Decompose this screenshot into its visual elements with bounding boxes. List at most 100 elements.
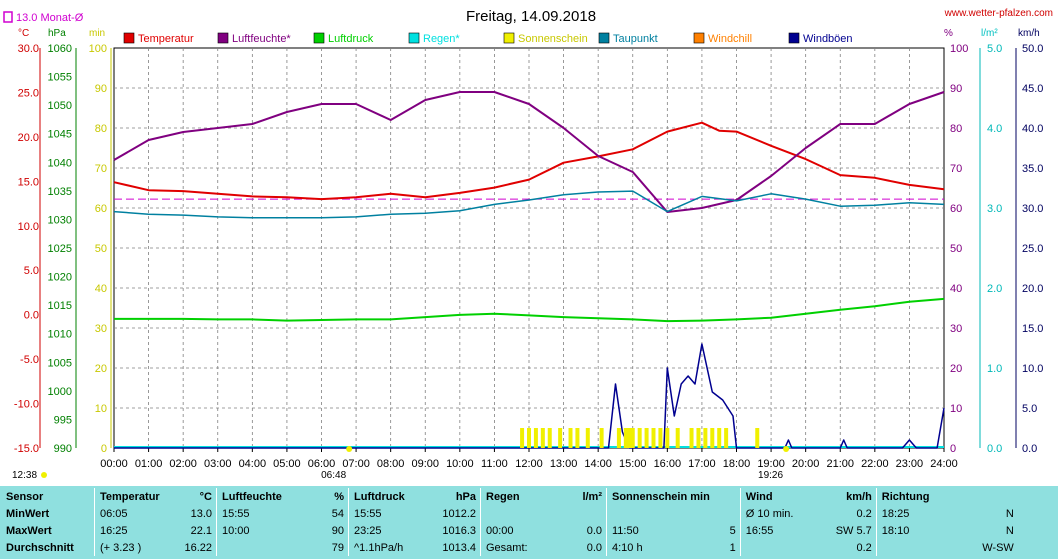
- column-separator: [216, 488, 218, 505]
- column-separator: [606, 505, 608, 522]
- stats-panel: Sensor Temperatur °C Luftfeuchte% Luftdruck h…: [0, 486, 1058, 559]
- humidity-axis-tick: 60: [950, 203, 962, 215]
- sunshine-bar: [644, 428, 649, 448]
- column-separator: [875, 488, 878, 505]
- wind-axis-tick: 5.0: [1022, 403, 1037, 415]
- legend-label: Sonnenschein: [518, 33, 588, 45]
- sunshine-bar: [696, 428, 701, 448]
- stats-cell: Richtung: [881, 490, 930, 503]
- humidity-axis-tick: 70: [950, 163, 962, 175]
- sunshine-bar: [520, 428, 525, 448]
- legend-swatch: [693, 32, 705, 44]
- legend-swatch: [313, 32, 325, 44]
- stats-cell: 54: [331, 507, 344, 520]
- pressure-axis-tick: 1050: [48, 100, 72, 112]
- wind-axis-tick: 10.0: [1022, 363, 1043, 375]
- x-tick: 11:00: [481, 458, 508, 470]
- legend-swatch: [788, 32, 800, 44]
- stats-cell: Regen: [486, 490, 520, 503]
- unit-hpa: hPa: [48, 28, 66, 39]
- column-separator: [216, 539, 218, 556]
- now-dot: [41, 472, 47, 478]
- humidity-axis-tick: 30: [950, 323, 962, 335]
- unit-temp: °C: [18, 28, 29, 39]
- legend-swatch: [503, 32, 515, 44]
- column-separator: [739, 505, 742, 522]
- x-tick: 13:00: [550, 458, 578, 470]
- legend-swatch: [217, 32, 229, 44]
- stats-cell: 1: [729, 541, 736, 554]
- sunshine-bar: [547, 428, 552, 448]
- x-tick: 15:00: [619, 458, 647, 470]
- stats-cell: [218, 539, 310, 556]
- column-separator: [480, 505, 482, 522]
- humidity-axis-tick: 40: [950, 283, 962, 295]
- stats-cell: [608, 505, 714, 522]
- stats-cell: 90: [331, 524, 344, 537]
- sunshine-bar: [540, 428, 545, 448]
- pressure-axis-tick: 1055: [48, 72, 72, 84]
- stats-cell: °C: [199, 490, 212, 503]
- x-tick: 07:00: [342, 458, 370, 470]
- stats-cell: 10:00: [222, 524, 250, 537]
- column-separator: [480, 522, 482, 539]
- stats-cell: hPa: [455, 490, 476, 503]
- sunshine-axis-tick: 30: [95, 323, 107, 335]
- column-separator: [94, 488, 96, 505]
- column-separator: [216, 505, 218, 522]
- sunshine-bar: [558, 428, 563, 448]
- temp-axis-tick: -10.0: [14, 399, 39, 411]
- stats-cell: SW 5.7: [835, 524, 872, 537]
- stats-row: MaxWert 16:25 22.1 10:00 90 23:25 1016.3 00:00 0…: [2, 522, 1018, 539]
- sunshine-bar: [568, 428, 573, 448]
- sunset-label: 19:26: [758, 470, 783, 481]
- legend-label: Windchill: [708, 33, 752, 45]
- month-avg-swatch: [3, 11, 13, 23]
- x-tick: 03:00: [204, 458, 232, 470]
- stats-row: Durchschnitt (+ 3.23 ) 16.22 79 ^1.1hPa/h 101…: [2, 539, 1018, 556]
- stats-cell: [714, 505, 741, 522]
- humidity-axis-tick: 90: [950, 83, 962, 95]
- column-separator: [94, 539, 96, 556]
- pressure-axis-tick: 1040: [48, 157, 72, 169]
- stats-cell: [878, 539, 962, 556]
- x-tick: 01:00: [135, 458, 163, 470]
- stats-cell: 0.0: [586, 541, 602, 554]
- stats-cell: Sensor: [6, 490, 44, 503]
- temp-axis-tick: -5.0: [20, 354, 39, 366]
- now-label: 12:38: [12, 470, 37, 481]
- x-tick: 21:00: [826, 458, 854, 470]
- sunshine-axis-tick: 40: [95, 283, 107, 295]
- column-separator: [348, 539, 350, 556]
- site-link[interactable]: www.wetter-pfalzen.com: [944, 8, 1053, 19]
- stats-cell: 5: [729, 524, 736, 537]
- stats-cell: 0.2: [856, 507, 872, 520]
- stats-cell: 15:55: [222, 507, 250, 520]
- pressure-axis-tick: 1045: [48, 129, 72, 141]
- pressure-axis-tick: 990: [54, 443, 72, 455]
- pressure-axis-tick: 1030: [48, 214, 72, 226]
- sunshine-bar: [599, 428, 604, 448]
- sunrise-dot: [346, 446, 353, 452]
- column-separator: [606, 522, 608, 539]
- stats-cell: Durchschnitt: [6, 541, 74, 554]
- stats-cell: N: [1005, 507, 1014, 520]
- chart-title: Freitag, 14.09.2018: [466, 8, 596, 25]
- series-line: [113, 190, 945, 219]
- legend-swatch: [408, 32, 420, 44]
- sunshine-bar: [533, 428, 538, 448]
- stats-cell: 11:50: [612, 524, 639, 537]
- x-tick: 12:00: [515, 458, 543, 470]
- stats-cell: Temperatur: [100, 490, 160, 503]
- stats-cell: [742, 539, 822, 556]
- sunshine-bar: [637, 428, 642, 448]
- wind-axis-tick: 0.0: [1022, 443, 1037, 455]
- column-separator: [875, 539, 878, 556]
- temp-axis-tick: 5.0: [24, 265, 39, 277]
- x-tick: 23:00: [896, 458, 924, 470]
- stats-table: Sensor Temperatur °C Luftfeuchte% Luftdruck h…: [2, 488, 1018, 556]
- unit-min: min: [89, 28, 105, 39]
- wind-axis-tick: 45.0: [1022, 83, 1043, 95]
- stats-cell: Sonnenschein min: [612, 490, 710, 503]
- column-separator: [216, 522, 218, 539]
